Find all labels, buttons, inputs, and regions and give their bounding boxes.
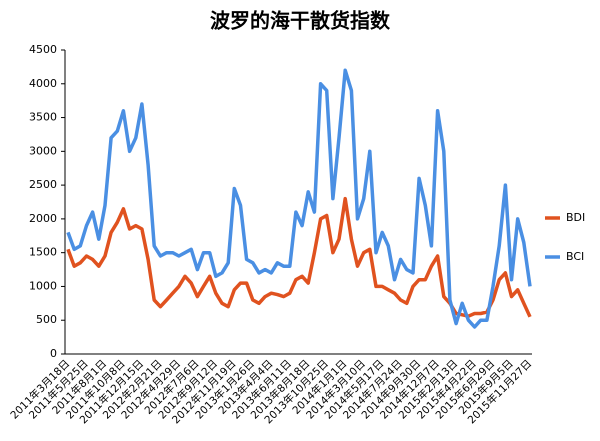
- y-tick-label: 500: [36, 313, 57, 326]
- y-tick-label: 2000: [29, 212, 57, 225]
- y-tick-label: 4500: [29, 43, 57, 56]
- y-tick-label: 1000: [29, 279, 57, 292]
- legend-label: BDI: [566, 211, 585, 224]
- y-tick-label: 1500: [29, 246, 57, 259]
- y-tick-label: 3000: [29, 144, 57, 157]
- y-tick-label: 3500: [29, 111, 57, 124]
- y-tick-label: 2500: [29, 178, 57, 191]
- chart-title: 波罗的海干散货指数: [210, 9, 391, 33]
- y-tick-label: 0: [50, 347, 57, 360]
- series-line: [66, 68, 532, 329]
- legend-label: BCI: [566, 250, 584, 263]
- y-tick-label: 4000: [29, 77, 57, 90]
